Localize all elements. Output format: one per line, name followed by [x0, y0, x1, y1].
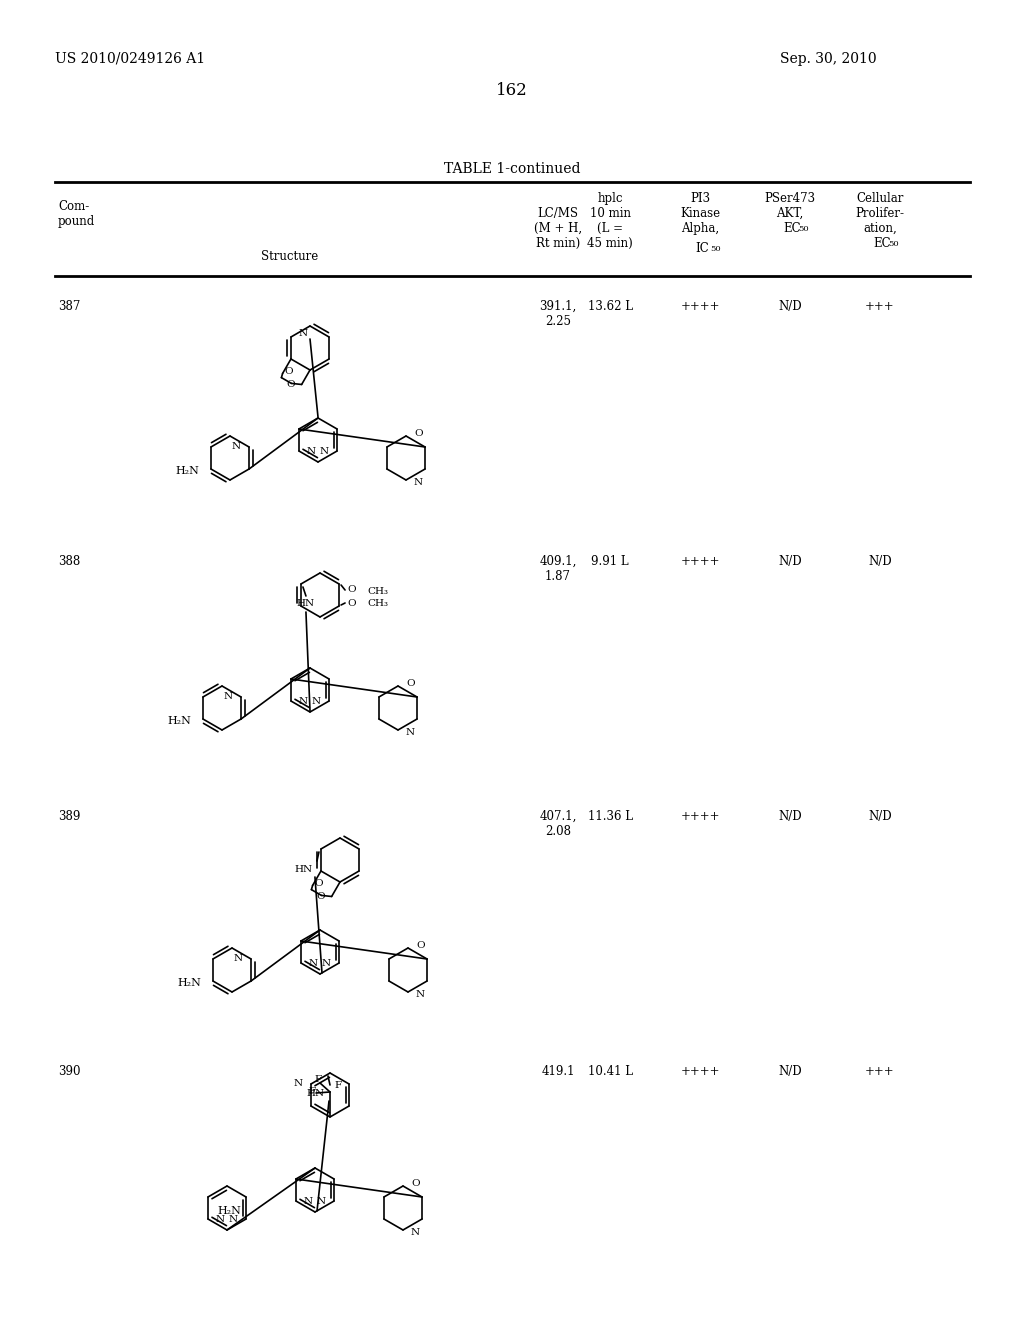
Text: 409.1,
1.87: 409.1, 1.87 [540, 554, 577, 583]
Text: 10 min: 10 min [590, 207, 631, 220]
Text: N: N [312, 697, 322, 705]
Text: +++: +++ [865, 1065, 895, 1078]
Text: Kinase: Kinase [680, 207, 720, 220]
Text: F: F [308, 1086, 315, 1096]
Text: N: N [316, 1196, 326, 1205]
Text: (M + H,: (M + H, [534, 222, 582, 235]
Text: O: O [347, 598, 355, 607]
Text: ++++: ++++ [680, 300, 720, 313]
Text: 50: 50 [888, 240, 899, 248]
Text: N: N [309, 958, 318, 968]
Text: PSer473: PSer473 [765, 191, 815, 205]
Text: F: F [314, 1074, 322, 1084]
Text: N/D: N/D [778, 300, 802, 313]
Text: Alpha,: Alpha, [681, 222, 719, 235]
Text: HN: HN [307, 1089, 325, 1097]
Text: hplc: hplc [597, 191, 623, 205]
Text: Sep. 30, 2010: Sep. 30, 2010 [780, 51, 877, 66]
Text: 387: 387 [58, 300, 80, 313]
Text: 162: 162 [496, 82, 528, 99]
Text: H₂N: H₂N [175, 466, 199, 477]
Text: N/D: N/D [778, 810, 802, 822]
Text: 389: 389 [58, 810, 80, 822]
Text: N: N [411, 1228, 420, 1237]
Text: pound: pound [58, 215, 95, 228]
Text: US 2010/0249126 A1: US 2010/0249126 A1 [55, 51, 205, 66]
Text: EC: EC [783, 222, 801, 235]
Text: PI3: PI3 [690, 191, 710, 205]
Text: Rt min): Rt min) [536, 238, 581, 249]
Text: Com-: Com- [58, 201, 89, 213]
Text: 13.62 L: 13.62 L [588, 300, 633, 313]
Text: N: N [234, 954, 243, 964]
Text: H₂N: H₂N [217, 1206, 241, 1216]
Text: N/D: N/D [778, 1065, 802, 1078]
Text: Prolifer-: Prolifer- [855, 207, 904, 220]
Text: 390: 390 [58, 1065, 81, 1078]
Text: +++: +++ [865, 300, 895, 313]
Text: IC: IC [695, 242, 709, 255]
Text: ation,: ation, [863, 222, 897, 235]
Text: N: N [232, 442, 241, 451]
Text: AKT,: AKT, [776, 207, 804, 220]
Text: (L =: (L = [597, 222, 623, 235]
Text: N: N [299, 697, 308, 705]
Text: N: N [299, 330, 308, 338]
Text: ++++: ++++ [680, 1065, 720, 1078]
Text: 388: 388 [58, 554, 80, 568]
Text: 419.1: 419.1 [542, 1065, 574, 1078]
Text: ++++: ++++ [680, 810, 720, 822]
Text: ++++: ++++ [680, 554, 720, 568]
Text: 50: 50 [710, 246, 721, 253]
Text: CH₃: CH₃ [367, 586, 388, 595]
Text: O: O [285, 367, 293, 376]
Text: N: N [216, 1214, 225, 1224]
Text: N: N [322, 958, 331, 968]
Text: H₂N: H₂N [167, 715, 190, 726]
Text: CH₃: CH₃ [367, 598, 388, 607]
Text: N: N [304, 1196, 313, 1205]
Text: N: N [294, 1080, 303, 1089]
Text: O: O [411, 1179, 420, 1188]
Text: N: N [229, 1214, 238, 1224]
Text: O: O [314, 879, 323, 888]
Text: N: N [307, 446, 316, 455]
Text: O: O [316, 892, 325, 902]
Text: O: O [286, 380, 295, 389]
Text: N: N [224, 692, 233, 701]
Text: HN: HN [295, 865, 313, 874]
Text: 10.41 L: 10.41 L [588, 1065, 633, 1078]
Text: N/D: N/D [868, 810, 892, 822]
Text: 45 min): 45 min) [587, 238, 633, 249]
Text: H₂N: H₂N [177, 978, 201, 987]
Text: LC/MS: LC/MS [538, 207, 579, 220]
Text: O: O [414, 429, 423, 438]
Text: 11.36 L: 11.36 L [588, 810, 633, 822]
Text: O: O [416, 941, 425, 950]
Text: 50: 50 [798, 224, 809, 234]
Text: O: O [347, 585, 355, 594]
Text: F: F [334, 1081, 341, 1090]
Text: N: N [319, 446, 329, 455]
Text: 9.91 L: 9.91 L [591, 554, 629, 568]
Text: O: O [406, 678, 415, 688]
Text: Cellular: Cellular [856, 191, 904, 205]
Text: EC: EC [873, 238, 891, 249]
Text: Structure: Structure [261, 249, 318, 263]
Text: N: N [406, 729, 415, 737]
Text: 391.1,
2.25: 391.1, 2.25 [540, 300, 577, 327]
Text: HN: HN [297, 599, 315, 609]
Text: N/D: N/D [868, 554, 892, 568]
Text: 407.1,
2.08: 407.1, 2.08 [540, 810, 577, 838]
Text: TABLE 1-continued: TABLE 1-continued [443, 162, 581, 176]
Text: N: N [416, 990, 425, 999]
Text: N: N [414, 478, 423, 487]
Text: N/D: N/D [778, 554, 802, 568]
